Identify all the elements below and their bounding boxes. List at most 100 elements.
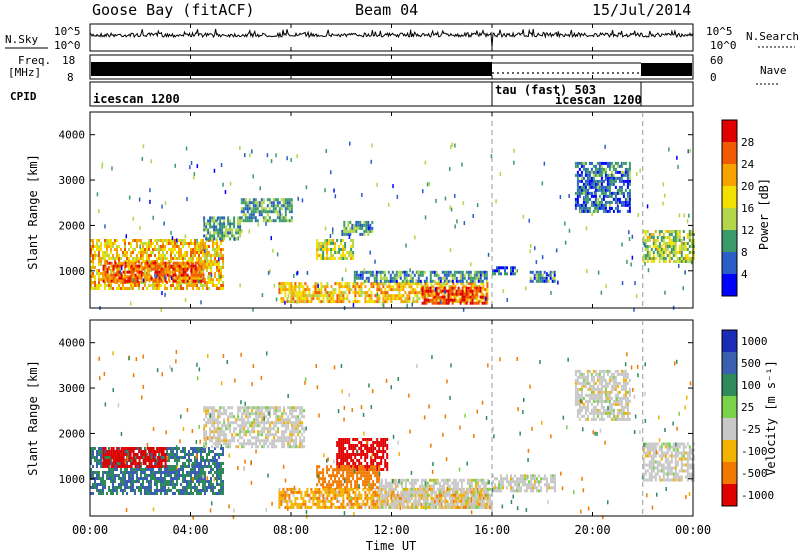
data-cell [242,207,245,211]
data-cell [229,442,232,446]
data-cell [473,270,476,274]
data-cell [568,194,570,198]
data-cell [154,260,156,263]
data-cell [620,179,623,183]
data-cell [239,222,242,226]
data-cell [414,294,417,298]
data-cell [94,456,96,459]
data-cell [407,279,410,283]
data-cell [225,225,228,229]
data-cell [322,468,325,472]
data-cell [346,438,349,441]
data-cell [132,483,134,486]
data-cell [139,244,141,249]
data-cell [146,287,148,290]
data-cell [142,480,144,483]
data-cell [267,412,270,416]
data-cell [196,164,199,169]
data-cell [210,281,212,284]
data-cell [102,492,104,495]
data-cell [144,248,146,251]
data-cell [221,433,224,437]
data-cell [237,216,240,220]
data-cell [237,406,240,410]
data-cell [614,161,617,165]
data-cell [405,273,408,277]
data-cell [140,267,143,271]
data-cell [443,286,446,290]
data-cell [382,450,385,453]
data-cell [271,421,274,425]
data-cell [164,257,166,260]
data-cell [176,264,179,268]
data-cell [292,291,295,295]
data-cell [120,279,123,283]
data-cell [296,154,298,159]
data-cell [257,439,260,443]
data-cell [190,270,193,274]
data-cell [130,242,132,245]
data-cell [98,257,100,260]
data-cell [576,188,579,192]
data-cell [92,281,94,284]
data-cell [263,430,266,434]
data-cell [539,279,542,283]
data-cell [186,273,189,277]
data-cell [273,412,276,416]
data-cell [124,245,126,248]
data-cell [690,251,693,254]
data-cell [376,288,379,292]
data-cell [340,480,343,484]
data-cell [160,465,163,468]
data-cell [582,188,585,192]
data-cell [398,294,401,298]
data-cell [170,489,172,492]
data-cell [132,471,134,474]
data-cell [348,291,351,295]
data-cell [214,242,216,245]
data-cell [510,272,512,276]
data-cell [277,415,280,419]
data-cell [102,447,105,450]
data-cell [118,453,121,456]
data-cell [94,287,96,290]
data-cell [128,471,130,474]
data-cell [229,231,232,235]
data-cell [338,251,341,254]
data-cell [174,483,176,486]
data-cell [196,480,198,483]
data-cell [100,450,102,453]
data-cell [222,266,224,269]
data-cell [114,480,116,483]
data-cell [439,289,442,293]
data-cell [148,462,151,465]
data-cell [340,444,343,447]
data-cell [220,471,222,474]
data-cell [229,222,232,226]
data-cell [124,278,126,281]
data-cell [354,300,357,304]
data-cell [406,300,409,304]
data-cell [422,189,424,194]
data-cell [380,291,383,295]
data-cell [480,300,483,304]
data-cell [106,273,109,277]
data-cell [475,301,478,305]
data-cell [302,285,305,289]
data-cell [278,219,281,223]
data-cell [90,492,92,495]
data-cell [148,465,151,468]
data-cell [249,424,252,428]
data-cell [222,248,224,251]
data-cell [361,232,364,236]
data-cell [362,453,365,456]
data-cell [421,289,424,293]
data-cell [217,412,220,416]
data-cell [110,453,113,456]
data-cell [620,203,623,207]
data-cell [196,276,199,280]
data-cell [658,257,661,260]
data-cell [317,283,319,288]
data-cell [218,266,220,269]
data-cell [100,447,102,450]
